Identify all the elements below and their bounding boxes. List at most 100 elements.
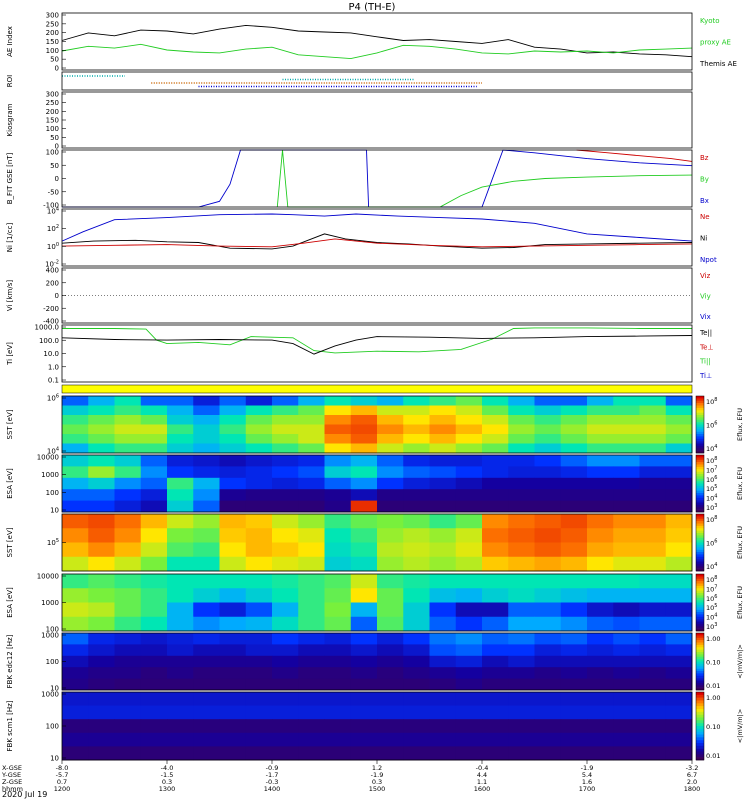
x-tick-label: -0.4 xyxy=(476,764,489,772)
colorbar-step xyxy=(696,678,704,681)
heatmap-cell xyxy=(88,514,115,529)
y-tick-label: 150 xyxy=(46,117,59,125)
heatmap-cell xyxy=(429,732,457,747)
heatmap-cell xyxy=(455,574,483,589)
colorbar-step xyxy=(696,588,704,591)
colorbar-label: <|mV/m|> xyxy=(736,644,744,679)
colorbar-step xyxy=(696,540,704,543)
heatmap-cell xyxy=(560,415,588,425)
heatmap-cell xyxy=(613,732,640,747)
heatmap-cell xyxy=(298,655,325,668)
heatmap-cell xyxy=(350,705,378,720)
heatmap-cell xyxy=(140,466,168,479)
colorbar-tick-label: 0.01 xyxy=(706,682,720,690)
heatmap-cell xyxy=(665,500,693,513)
heatmap-cell xyxy=(613,705,640,720)
heatmap-cell xyxy=(455,405,483,416)
heatmap-cell xyxy=(560,633,588,645)
heatmap-cell xyxy=(587,477,614,490)
heatmap-cell xyxy=(429,602,457,618)
heatmap-cell xyxy=(140,443,168,454)
colorbar-step xyxy=(696,443,704,447)
colorbar-label: Eflux, EFU xyxy=(736,408,744,441)
heatmap-cell xyxy=(508,574,535,589)
colorbar-step xyxy=(696,602,704,606)
heatmap-cell xyxy=(167,644,194,657)
heatmap-cell xyxy=(114,644,142,657)
heatmap-cell xyxy=(377,732,404,747)
colorbar-step xyxy=(696,552,704,555)
heatmap-cell xyxy=(350,655,378,668)
heatmap-cell xyxy=(193,556,220,572)
heatmap-cell xyxy=(219,514,247,529)
colorbar-step xyxy=(696,656,704,660)
colorbar-step xyxy=(696,398,704,402)
heatmap-cell xyxy=(245,705,273,720)
panel-frame xyxy=(61,91,693,149)
heatmap-cell xyxy=(140,405,168,416)
heatmap-cell xyxy=(534,434,562,444)
x-tick-label: 1600 xyxy=(474,785,491,793)
colorbar: 108 106 104 Eflux, EFU xyxy=(695,513,744,572)
heatmap-cell xyxy=(193,489,220,501)
heatmap-cell xyxy=(245,644,273,657)
colorbar-step xyxy=(696,583,704,587)
series-line-bz xyxy=(576,149,693,162)
panel-ylabel: SST [eV] xyxy=(6,527,14,557)
colorbar-tick-label: 0.10 xyxy=(706,659,720,667)
panel-ylabel: ESA [eV] xyxy=(6,468,14,499)
heatmap-cell xyxy=(665,455,693,467)
colorbar-step xyxy=(696,604,704,608)
heatmap-cell xyxy=(377,655,404,668)
heatmap-cell xyxy=(298,405,325,416)
heatmap-cell xyxy=(324,424,352,435)
heatmap-cell xyxy=(245,528,273,543)
y-tick-label: 1000.0 xyxy=(35,324,60,332)
heatmap-cell xyxy=(639,434,667,444)
legend-entry: Te|| xyxy=(699,329,712,337)
heatmap-cell xyxy=(429,477,457,490)
colorbar-step xyxy=(696,642,704,646)
colorbar-tick-label: 1.00 xyxy=(706,635,720,643)
heatmap-cell xyxy=(534,415,562,425)
colorbar-tick-label: 103 xyxy=(706,622,717,631)
heatmap-cell xyxy=(245,500,273,513)
colorbar-step xyxy=(696,600,704,603)
heatmap-cell xyxy=(587,514,614,529)
heatmap-cell xyxy=(429,633,457,645)
heatmap-cell xyxy=(114,455,142,467)
panel-ylabel: FBK scm1 [Hz] xyxy=(6,700,14,751)
heatmap-cell xyxy=(167,405,194,416)
heatmap-cell xyxy=(508,443,535,454)
colorbar-step xyxy=(696,647,704,650)
heatmap-cell xyxy=(114,602,142,618)
heatmap-cell xyxy=(219,678,247,691)
x-tick-label: 1400 xyxy=(264,785,281,793)
heatmap-cell xyxy=(272,405,299,416)
heatmap-cell xyxy=(245,616,273,632)
heatmap-cell xyxy=(298,434,325,444)
panel-ylabel: ESA [eV] xyxy=(6,587,14,618)
heatmap-cell xyxy=(298,705,325,720)
heatmap-cell xyxy=(560,542,588,558)
colorbar-step xyxy=(696,535,704,539)
heatmap-cell xyxy=(403,443,430,454)
heatmap-cell xyxy=(377,415,404,425)
heatmap-cell xyxy=(167,415,194,425)
heatmap-cell xyxy=(114,528,142,543)
panel-frame xyxy=(61,71,693,91)
heatmap-cell xyxy=(298,477,325,490)
heatmap-cell xyxy=(613,514,640,529)
heatmap-cell xyxy=(324,405,352,416)
heatmap-cell xyxy=(350,405,378,416)
colorbar-step xyxy=(696,457,704,461)
heatmap-cell xyxy=(88,415,115,425)
colorbar-frame xyxy=(695,395,705,454)
heatmap-cell xyxy=(482,528,509,543)
heatmap-cell xyxy=(534,633,562,645)
legend-entry: Te⊥ xyxy=(699,343,714,351)
heatmap-cell xyxy=(88,466,115,479)
heatmap-cell xyxy=(298,588,325,603)
colorbar-step xyxy=(696,668,704,672)
colorbar-step xyxy=(696,426,704,430)
